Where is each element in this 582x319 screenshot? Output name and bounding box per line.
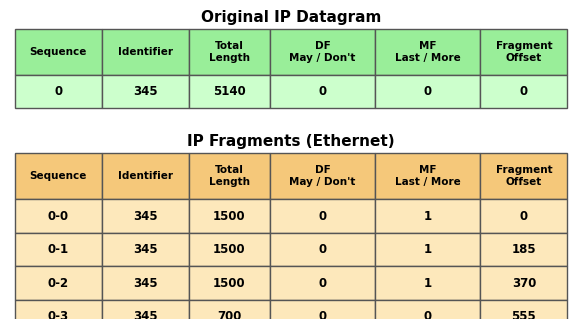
Bar <box>15 300 102 319</box>
Text: IP Fragments (Ethernet): IP Fragments (Ethernet) <box>187 134 395 149</box>
Text: Fragment
Offset: Fragment Offset <box>495 41 552 63</box>
Bar <box>189 75 270 108</box>
Text: MF
Last / More: MF Last / More <box>395 165 460 188</box>
Text: 0-0: 0-0 <box>48 210 69 223</box>
Bar <box>270 29 375 75</box>
Text: 0: 0 <box>318 277 327 290</box>
Bar <box>480 300 567 319</box>
Bar <box>375 29 480 75</box>
Bar <box>270 266 375 300</box>
Text: 345: 345 <box>133 277 158 290</box>
Text: 1500: 1500 <box>213 243 246 256</box>
Bar <box>102 233 189 266</box>
Text: 0: 0 <box>424 85 432 98</box>
Text: Identifier: Identifier <box>118 171 173 181</box>
Text: 185: 185 <box>512 243 536 256</box>
Text: 1: 1 <box>424 277 432 290</box>
Text: DF
May / Don't: DF May / Don't <box>289 41 356 63</box>
Bar <box>102 266 189 300</box>
Text: 0: 0 <box>54 85 62 98</box>
Bar <box>15 266 102 300</box>
Text: Original IP Datagram: Original IP Datagram <box>201 10 381 25</box>
Bar <box>375 233 480 266</box>
Text: 345: 345 <box>133 85 158 98</box>
Bar <box>15 29 102 75</box>
Text: DF
May / Don't: DF May / Don't <box>289 165 356 188</box>
Text: 1500: 1500 <box>213 210 246 223</box>
Text: 0: 0 <box>424 310 432 319</box>
Text: 1: 1 <box>424 210 432 223</box>
Text: 0: 0 <box>318 210 327 223</box>
Text: Identifier: Identifier <box>118 47 173 57</box>
Bar <box>375 199 480 233</box>
Bar <box>375 153 480 199</box>
Bar <box>102 153 189 199</box>
Text: 0-1: 0-1 <box>48 243 69 256</box>
Bar <box>270 153 375 199</box>
Text: 1500: 1500 <box>213 277 246 290</box>
Bar <box>375 75 480 108</box>
Bar <box>480 233 567 266</box>
Bar <box>15 153 102 199</box>
Bar <box>480 153 567 199</box>
Text: 0-3: 0-3 <box>48 310 69 319</box>
Text: MF
Last / More: MF Last / More <box>395 41 460 63</box>
Bar <box>189 300 270 319</box>
Text: 555: 555 <box>512 310 536 319</box>
Text: 0-2: 0-2 <box>48 277 69 290</box>
Bar <box>189 233 270 266</box>
Bar <box>102 199 189 233</box>
Bar <box>480 75 567 108</box>
Bar <box>270 199 375 233</box>
Text: 1: 1 <box>424 243 432 256</box>
Bar <box>270 300 375 319</box>
Text: 345: 345 <box>133 243 158 256</box>
Text: Total
Length: Total Length <box>209 41 250 63</box>
Bar <box>480 199 567 233</box>
Bar <box>375 266 480 300</box>
Text: Sequence: Sequence <box>30 47 87 57</box>
Bar <box>102 300 189 319</box>
Bar <box>15 199 102 233</box>
Text: 5140: 5140 <box>213 85 246 98</box>
Bar <box>102 29 189 75</box>
Bar <box>15 75 102 108</box>
Text: Sequence: Sequence <box>30 171 87 181</box>
Bar <box>375 300 480 319</box>
Bar <box>270 233 375 266</box>
Text: 0: 0 <box>318 85 327 98</box>
Text: 700: 700 <box>217 310 242 319</box>
Bar <box>189 153 270 199</box>
Bar <box>15 233 102 266</box>
Text: 370: 370 <box>512 277 536 290</box>
Text: 0: 0 <box>520 210 528 223</box>
Text: 345: 345 <box>133 310 158 319</box>
Text: Total
Length: Total Length <box>209 165 250 188</box>
Bar <box>270 75 375 108</box>
Bar <box>189 199 270 233</box>
Text: 0: 0 <box>318 243 327 256</box>
Bar <box>480 266 567 300</box>
Bar <box>102 75 189 108</box>
Text: 345: 345 <box>133 210 158 223</box>
Text: 0: 0 <box>520 85 528 98</box>
Bar <box>189 29 270 75</box>
Bar <box>480 29 567 75</box>
Bar <box>189 266 270 300</box>
Text: 0: 0 <box>318 310 327 319</box>
Text: Fragment
Offset: Fragment Offset <box>495 165 552 188</box>
